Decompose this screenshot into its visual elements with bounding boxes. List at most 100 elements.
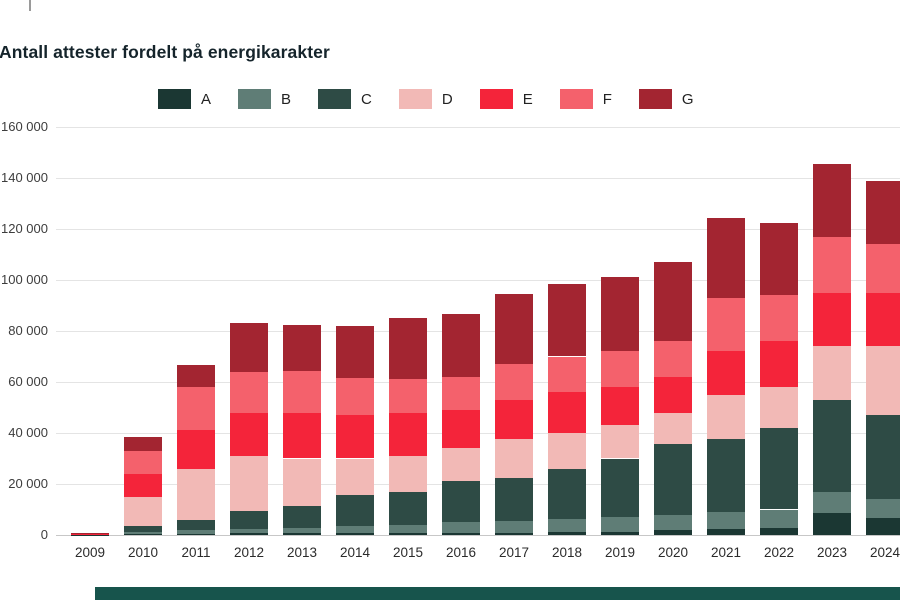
- bar-segment-G-2020[interactable]: [654, 262, 692, 342]
- bar-segment-B-2021[interactable]: [707, 512, 745, 530]
- bar-segment-A-2013[interactable]: [283, 533, 321, 535]
- bar-segment-B-2012[interactable]: [230, 528, 268, 534]
- bar-segment-D-2015[interactable]: [389, 455, 427, 492]
- bar-segment-C-2018[interactable]: [548, 468, 586, 520]
- bar-segment-B-2014[interactable]: [336, 526, 374, 534]
- bar-segment-E-2010[interactable]: [124, 473, 162, 497]
- bar-segment-B-2011[interactable]: [177, 529, 215, 534]
- bar-segment-C-2014[interactable]: [336, 495, 374, 527]
- bar-segment-G-2015[interactable]: [389, 318, 427, 380]
- bar-segment-C-2009[interactable]: [71, 534, 109, 535]
- legend-item-B[interactable]: B: [238, 89, 291, 109]
- bar-segment-A-2020[interactable]: [654, 530, 692, 535]
- bar-segment-C-2022[interactable]: [760, 427, 798, 510]
- bar-segment-A-2014[interactable]: [336, 533, 374, 535]
- bar-segment-D-2009[interactable]: [71, 533, 109, 535]
- bar-segment-F-2011[interactable]: [177, 387, 215, 431]
- bar-segment-F-2010[interactable]: [124, 450, 162, 474]
- bar-segment-G-2023[interactable]: [813, 163, 851, 237]
- bar-segment-C-2010[interactable]: [124, 526, 162, 533]
- bar-segment-C-2019[interactable]: [601, 458, 639, 518]
- bar-segment-B-2023[interactable]: [813, 491, 851, 513]
- bar-segment-F-2015[interactable]: [389, 379, 427, 413]
- bar-segment-G-2010[interactable]: [124, 436, 162, 451]
- bar-segment-A-2017[interactable]: [495, 532, 533, 535]
- legend-item-D[interactable]: D: [398, 89, 453, 109]
- bar-segment-C-2017[interactable]: [495, 477, 533, 521]
- bar-segment-D-2024[interactable]: [866, 346, 900, 416]
- bar-segment-E-2020[interactable]: [654, 376, 692, 413]
- bar-segment-B-2020[interactable]: [654, 514, 692, 531]
- bar-segment-B-2022[interactable]: [760, 509, 798, 529]
- bar-segment-E-2017[interactable]: [495, 399, 533, 440]
- bar-segment-C-2012[interactable]: [230, 510, 268, 529]
- legend-item-A[interactable]: A: [158, 89, 211, 109]
- bar-segment-E-2015[interactable]: [389, 412, 427, 456]
- bar-segment-E-2019[interactable]: [601, 387, 639, 426]
- bar-segment-G-2013[interactable]: [283, 324, 321, 371]
- bar-segment-A-2022[interactable]: [760, 528, 798, 535]
- legend-item-E[interactable]: E: [479, 89, 533, 109]
- bar-segment-D-2013[interactable]: [283, 458, 321, 506]
- bar-segment-B-2010[interactable]: [124, 532, 162, 535]
- bar-segment-E-2022[interactable]: [760, 341, 798, 388]
- bar-segment-A-2019[interactable]: [601, 531, 639, 535]
- bar-segment-A-2023[interactable]: [813, 512, 851, 535]
- bar-segment-F-2017[interactable]: [495, 364, 533, 400]
- bar-segment-B-2013[interactable]: [283, 527, 321, 534]
- bar-segment-F-2019[interactable]: [601, 351, 639, 388]
- bar-segment-F-2023[interactable]: [813, 236, 851, 293]
- bar-segment-A-2011[interactable]: [177, 533, 215, 535]
- bar-segment-C-2011[interactable]: [177, 519, 215, 530]
- bar-segment-G-2019[interactable]: [601, 277, 639, 352]
- bar-segment-A-2016[interactable]: [442, 532, 480, 535]
- bar-segment-A-2010[interactable]: [124, 534, 162, 535]
- bar-segment-E-2024[interactable]: [866, 292, 900, 347]
- bar-segment-C-2021[interactable]: [707, 439, 745, 513]
- bar-segment-E-2014[interactable]: [336, 415, 374, 459]
- bar-segment-F-2020[interactable]: [654, 341, 692, 377]
- bar-segment-D-2018[interactable]: [548, 433, 586, 469]
- bar-segment-F-2014[interactable]: [336, 378, 374, 416]
- bar-segment-D-2014[interactable]: [336, 458, 374, 496]
- bar-segment-E-2018[interactable]: [548, 392, 586, 433]
- bar-segment-B-2017[interactable]: [495, 520, 533, 533]
- bar-segment-G-2017[interactable]: [495, 294, 533, 365]
- bar-segment-D-2010[interactable]: [124, 496, 162, 527]
- bar-segment-A-2015[interactable]: [389, 533, 427, 535]
- bar-segment-G-2012[interactable]: [230, 323, 268, 372]
- bar-segment-B-2009[interactable]: [71, 534, 109, 535]
- bar-segment-C-2013[interactable]: [283, 505, 321, 528]
- bar-segment-B-2019[interactable]: [601, 517, 639, 532]
- bar-segment-G-2022[interactable]: [760, 222, 798, 296]
- bar-segment-D-2021[interactable]: [707, 394, 745, 440]
- bar-segment-D-2017[interactable]: [495, 439, 533, 478]
- bar-segment-D-2011[interactable]: [177, 468, 215, 520]
- bar-segment-C-2023[interactable]: [813, 399, 851, 492]
- bar-segment-B-2016[interactable]: [442, 522, 480, 533]
- bar-segment-E-2009[interactable]: [71, 533, 109, 535]
- bar-segment-D-2020[interactable]: [654, 412, 692, 445]
- bar-segment-D-2023[interactable]: [813, 346, 851, 400]
- bar-segment-G-2014[interactable]: [336, 325, 374, 379]
- bar-segment-C-2015[interactable]: [389, 491, 427, 525]
- bar-segment-B-2024[interactable]: [866, 499, 900, 518]
- bar-segment-E-2013[interactable]: [283, 412, 321, 459]
- bar-segment-E-2011[interactable]: [177, 430, 215, 469]
- bar-segment-C-2016[interactable]: [442, 481, 480, 523]
- bar-segment-F-2013[interactable]: [283, 370, 321, 413]
- bar-segment-D-2012[interactable]: [230, 455, 268, 511]
- bar-segment-B-2018[interactable]: [548, 519, 586, 533]
- legend-item-F[interactable]: F: [559, 89, 612, 109]
- bar-segment-F-2021[interactable]: [707, 297, 745, 352]
- bar-segment-G-2011[interactable]: [177, 365, 215, 388]
- bar-segment-G-2009[interactable]: [71, 533, 109, 534]
- bar-segment-E-2016[interactable]: [442, 410, 480, 449]
- bar-segment-E-2012[interactable]: [230, 412, 268, 456]
- bar-segment-B-2015[interactable]: [389, 524, 427, 534]
- bar-segment-F-2024[interactable]: [866, 244, 900, 293]
- bar-segment-A-2012[interactable]: [230, 533, 268, 535]
- bar-segment-G-2016[interactable]: [442, 314, 480, 377]
- bar-segment-C-2020[interactable]: [654, 444, 692, 515]
- bar-segment-A-2009[interactable]: [71, 534, 109, 536]
